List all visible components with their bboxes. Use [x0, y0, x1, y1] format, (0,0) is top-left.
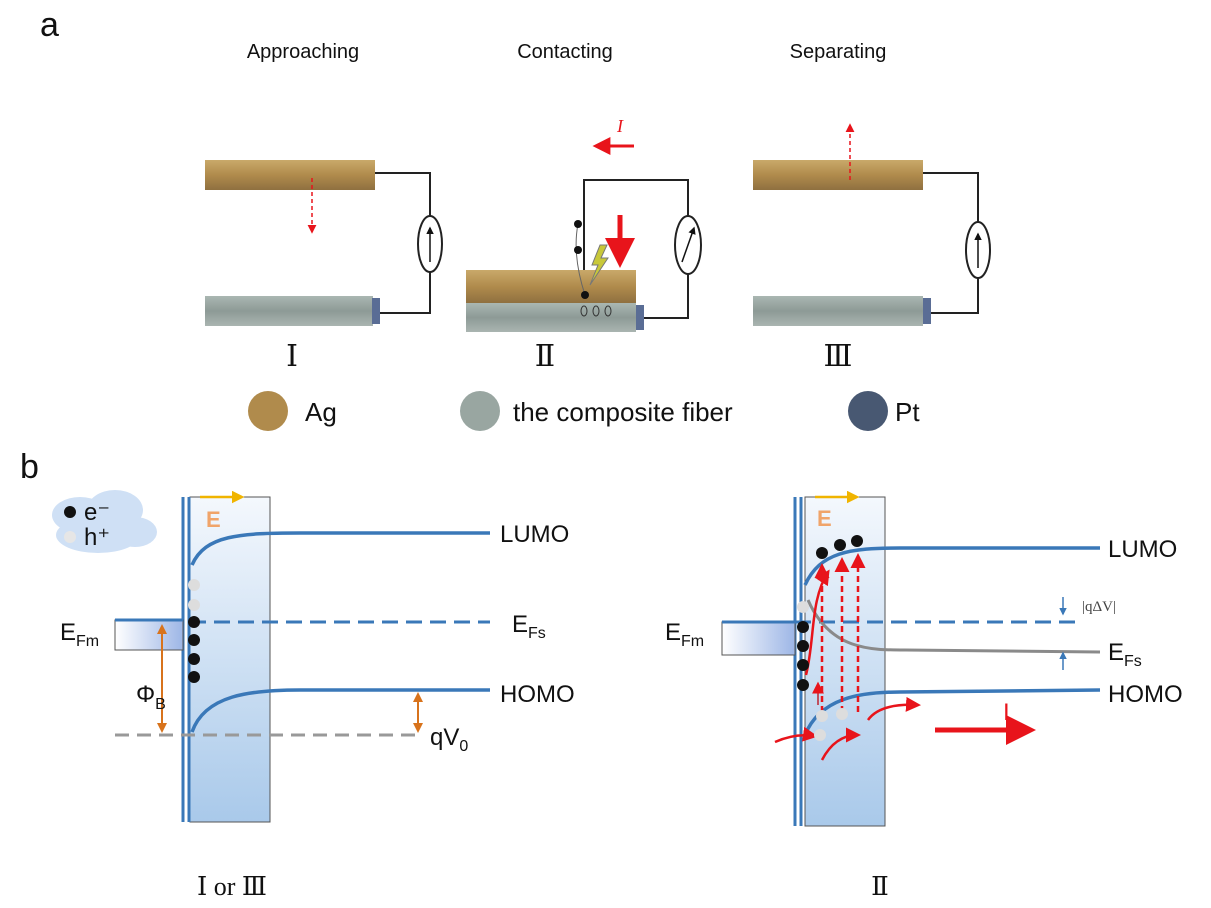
bend-sub: 0 [459, 738, 468, 755]
field-label: E [206, 507, 221, 532]
legend-swatch [848, 391, 888, 431]
shift-label: |qΔV| [1082, 599, 1116, 615]
caption: Ⅰ or Ⅲ [197, 872, 267, 901]
efm-label: EFm [60, 619, 99, 650]
panel-label: a [40, 6, 59, 44]
homo-label: HOMO [500, 681, 575, 708]
caption: Ⅱ [871, 872, 889, 901]
panel-label: b [20, 448, 39, 486]
efs-sub: Fs [528, 625, 546, 642]
current-label: I [1003, 699, 1010, 726]
field-label: E [817, 506, 832, 531]
barrier-sub: B [155, 696, 166, 713]
efm-sub: Fm [681, 633, 704, 650]
legend-label: Pt [895, 397, 920, 427]
barrier-main: Φ [136, 681, 155, 708]
stage-3 [753, 125, 990, 326]
stage-numeral: Ⅰ [286, 340, 298, 373]
lumo-label: LUMO [500, 521, 569, 548]
stage-numeral: Ⅲ [824, 340, 853, 373]
current-label: I [616, 116, 624, 136]
figure: a Approaching Contacting Separating I Ⅰ … [0, 0, 1211, 908]
efm-main: E [665, 619, 681, 646]
carrier-key: e⁻ h⁺ [52, 490, 157, 553]
electron-label: e⁻ [84, 499, 110, 526]
efm-label: EFm [665, 619, 704, 650]
efm-sub: Fm [76, 633, 99, 650]
bend-label: qV0 [430, 724, 468, 755]
efs-label: EFs [1108, 639, 1142, 670]
legend-swatch [248, 391, 288, 431]
bend-main: qV [430, 724, 459, 751]
stage-2: I [466, 116, 701, 332]
band-right: E [722, 497, 1100, 826]
lumo-label: LUMO [1108, 536, 1177, 563]
legend-label: Ag [305, 397, 337, 427]
efs-label: EFs [512, 611, 546, 642]
stage-1 [205, 160, 442, 326]
stage-title: Separating [790, 41, 887, 63]
efs-main: E [1108, 639, 1124, 666]
efm-main: E [60, 619, 76, 646]
legend-swatch [460, 391, 500, 431]
stage-title: Approaching [247, 41, 359, 63]
band-left: E [115, 497, 490, 822]
stage-title: Contacting [517, 41, 613, 63]
legend-label: the composite fiber [513, 397, 733, 427]
efs-main: E [512, 611, 528, 638]
hole-label: h⁺ [84, 524, 110, 551]
homo-label: HOMO [1108, 681, 1183, 708]
efs-sub: Fs [1124, 653, 1142, 670]
stage-numeral: Ⅱ [535, 340, 555, 373]
